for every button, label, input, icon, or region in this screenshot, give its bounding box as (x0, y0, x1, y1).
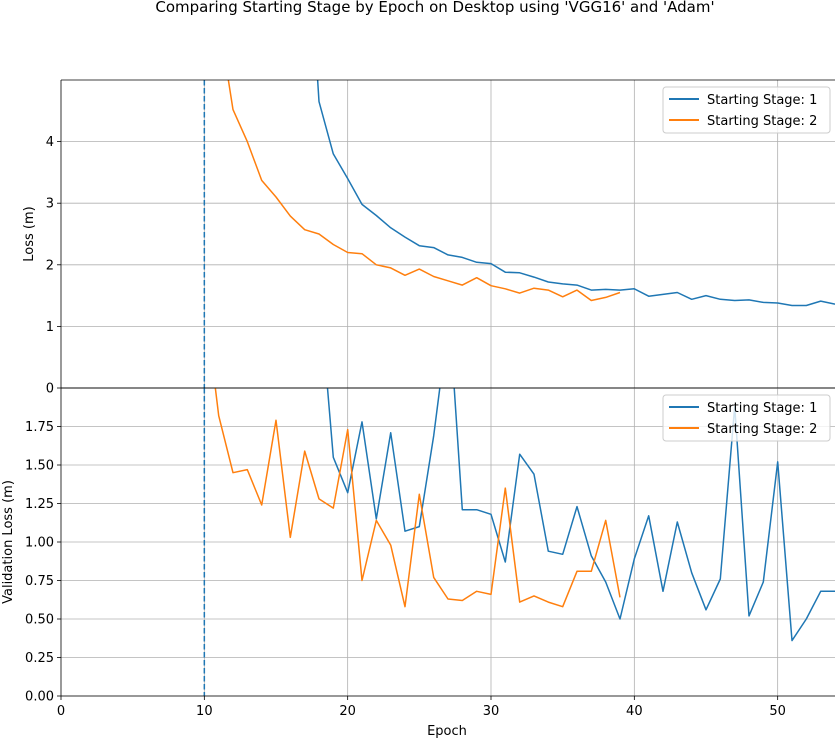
legend-box (662, 394, 831, 442)
y-tick-label: 1.75 (25, 420, 54, 435)
series-line-1 (316, 80, 835, 307)
legend-box (662, 86, 831, 134)
y-tick-label: 1.50 (25, 459, 54, 474)
x-tick-label: 50 (769, 704, 786, 719)
y-tick-label: 1.25 (25, 497, 54, 512)
legend-label-1: Starting Stage: 1 (707, 401, 817, 416)
legend-label-1: Starting Stage: 1 (707, 93, 817, 108)
x-tick-label: 0 (57, 704, 65, 719)
y-tick-label: 3 (46, 197, 54, 212)
y-axis-label: Validation Loss (m) (1, 480, 16, 604)
x-tick-label: 30 (483, 704, 500, 719)
validation-loss-panel: 0.00 0.25 0.50 0.75 1.00 1.25 1.50 1.75 0 10 20 30 4… (1, 387, 835, 719)
x-tick-label: 40 (626, 704, 643, 719)
y-axis-label: Loss (m) (22, 206, 37, 261)
y-tick-label: 2 (46, 258, 54, 273)
y-tick-label: 1 (46, 320, 54, 335)
legend-label-2: Starting Stage: 2 (707, 422, 817, 437)
series-line-1 (326, 388, 835, 642)
x-tick-label: 20 (339, 704, 356, 719)
y-tick-label: 4 (46, 135, 54, 150)
figure-title: Comparing Starting Stage by Epoch on Des… (155, 0, 714, 16)
x-tick-label: 10 (196, 704, 213, 719)
x-axis-label: Epoch (427, 724, 467, 739)
series-line-2 (214, 388, 621, 608)
legend-label-2: Starting Stage: 2 (707, 114, 817, 129)
y-tick-label: 0.25 (25, 651, 54, 666)
loss-panel: 0 1 2 3 4 Loss (m) Starting Stage: 1 Starting S… (22, 79, 835, 397)
y-tick-label: 0.50 (25, 613, 54, 628)
y-tick-label: 0 (46, 382, 54, 397)
y-tick-label: 0.00 (25, 690, 54, 705)
y-tick-label: 0.75 (25, 574, 54, 589)
series-line-2 (227, 80, 621, 302)
y-tick-label: 1.00 (25, 536, 54, 551)
